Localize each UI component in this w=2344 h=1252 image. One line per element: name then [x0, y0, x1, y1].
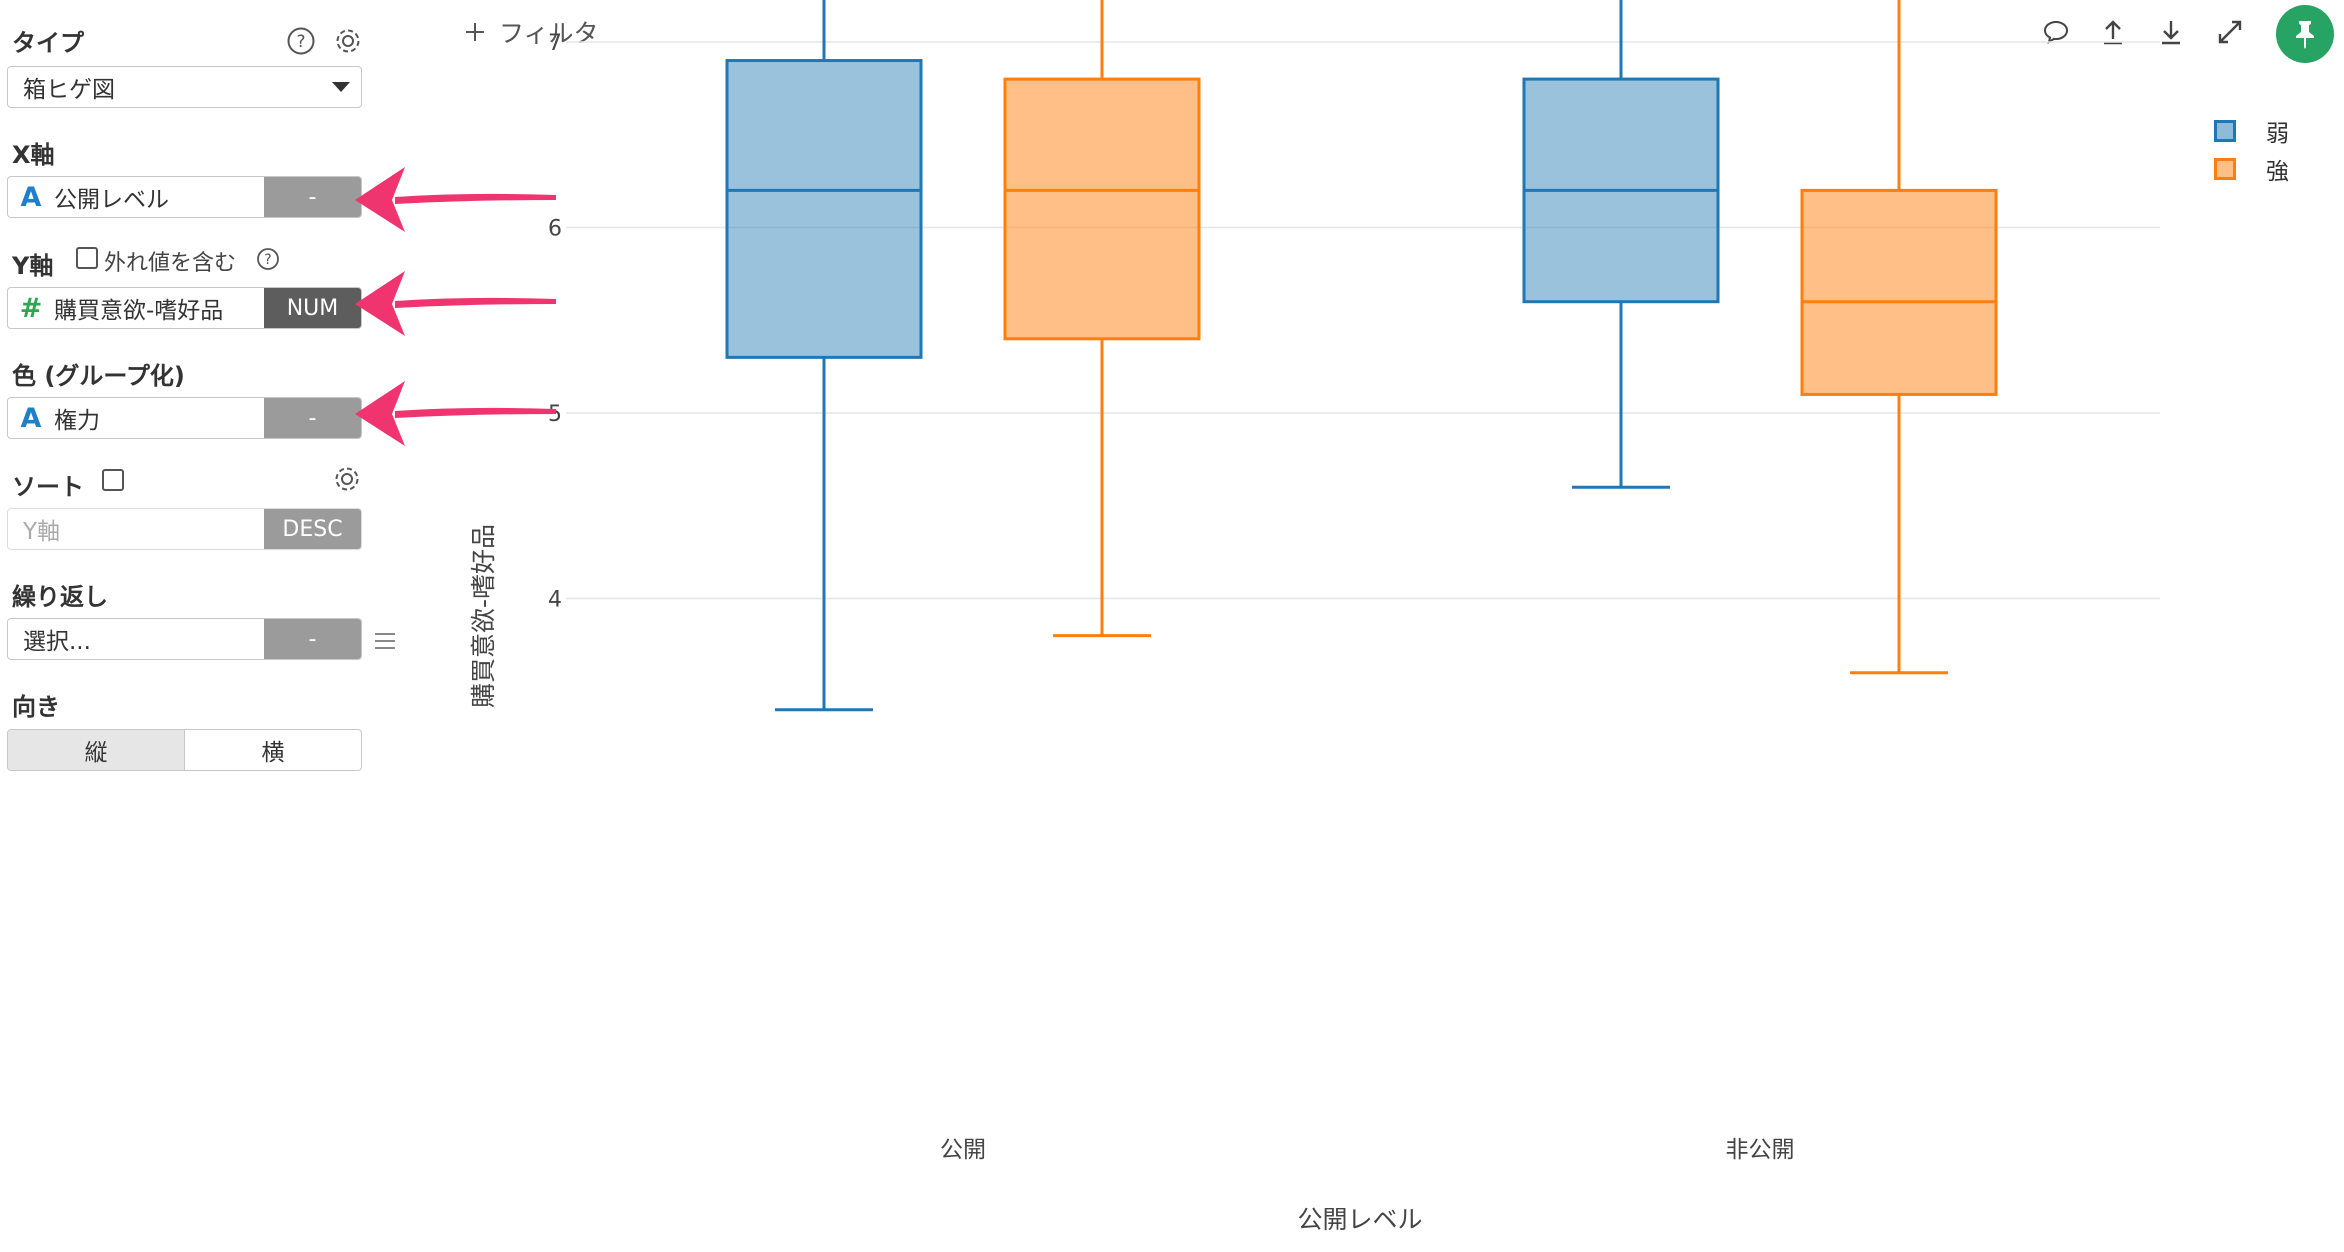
chevron-down-icon — [321, 82, 361, 92]
annotation-arrow-2 — [355, 381, 556, 446]
text-type-icon: A — [20, 402, 42, 434]
iqr-box — [725, 59, 923, 359]
sort-label: ソート — [12, 473, 84, 501]
svg-text:?: ? — [264, 252, 271, 268]
color-field[interactable]: A 権力 - — [7, 397, 362, 439]
color-option-button[interactable]: - — [264, 398, 361, 438]
y-tick-label: 5 — [548, 402, 562, 427]
y-axis-value: 購買意欲-嗜好品 — [54, 298, 224, 324]
annotation-arrow-0 — [355, 167, 556, 232]
legend-swatch — [2214, 120, 2236, 142]
chart-type-value: 箱ヒゲ図 — [23, 77, 115, 103]
sort-placeholder: Y軸 — [23, 519, 61, 545]
arrow-head — [355, 167, 405, 232]
upload-icon[interactable] — [2095, 14, 2131, 50]
chart-legend: 弱 強 — [2214, 112, 2289, 188]
arrow-shaft — [395, 193, 556, 204]
y-axis-title: 購買意欲-嗜好品 — [469, 524, 498, 708]
arrow-shaft — [395, 407, 556, 418]
svg-text:?: ? — [296, 32, 305, 52]
y-axis-label: Y軸 — [12, 252, 54, 280]
expand-icon[interactable] — [2212, 14, 2248, 50]
legend-swatch — [2214, 158, 2236, 180]
y-axis-aggregation-button[interactable]: NUM — [264, 288, 361, 328]
box-0-1 — [1522, 0, 1720, 489]
text-type-icon: A — [20, 181, 42, 213]
repeat-field[interactable]: 選択... - — [7, 618, 362, 660]
legend-label: 強 — [2266, 159, 2289, 185]
x-axis-field[interactable]: A 公開レベル - — [7, 176, 362, 218]
orientation-horizontal-option[interactable]: 横 — [261, 740, 285, 766]
x-axis-title: 公開レベル — [1297, 1205, 1422, 1234]
add-filter-button[interactable]: フィルタ — [465, 14, 599, 50]
arrow-head — [355, 271, 405, 336]
orientation-vertical-option[interactable]: 縦 — [8, 730, 185, 770]
box-1-0 — [1003, 0, 1201, 638]
x-axis-option-button[interactable]: - — [264, 177, 361, 217]
outlier-help-icon[interactable]: ? — [254, 245, 282, 273]
iqr-box — [1800, 188, 1998, 396]
sort-field[interactable]: Y軸 DESC — [7, 508, 362, 550]
chart-type-select[interactable]: 箱ヒゲ図 — [7, 66, 362, 108]
legend-label: 弱 — [2266, 121, 2289, 147]
arrow-shaft — [395, 297, 556, 308]
filter-label: フィルタ — [499, 19, 599, 48]
sort-direction-button[interactable]: DESC — [264, 509, 361, 549]
y-tick-label: 6 — [548, 217, 562, 242]
repeat-value: 選択... — [23, 629, 91, 655]
y-axis-field[interactable]: # 購買意欲-嗜好品 NUM — [7, 287, 362, 329]
arrow-head — [355, 381, 405, 446]
x-axis-label: X軸 — [12, 141, 55, 169]
y-tick-label: 7 — [548, 31, 562, 56]
annotation-arrow-1 — [355, 271, 556, 336]
pin-button[interactable] — [2276, 5, 2334, 63]
iqr-box — [1003, 77, 1201, 341]
legend-item-weak[interactable]: 弱 — [2214, 112, 2289, 150]
number-type-icon: # — [19, 292, 43, 324]
help-icon[interactable]: ? — [284, 24, 318, 58]
menu-icon[interactable] — [372, 628, 398, 654]
x-tick-label: 非公開 — [1726, 1137, 1795, 1163]
gear-icon[interactable] — [331, 24, 365, 58]
plus-icon — [466, 23, 484, 41]
outlier-label: 外れ値を含む — [104, 251, 237, 276]
color-group-label: 色 (グループ化) — [12, 362, 185, 390]
box-0-0 — [725, 0, 923, 712]
repeat-option-button[interactable]: - — [264, 619, 361, 659]
box-1-1 — [1800, 0, 1998, 675]
orientation-label: 向き — [12, 693, 60, 721]
chart-settings-panel: タイプ ? 箱ヒゲ図 X軸 A 公開レベル - Y軸 外れ値を含む ? # 購買… — [0, 0, 395, 1252]
legend-item-strong[interactable]: 強 — [2214, 150, 2289, 188]
color-value: 権力 — [54, 408, 100, 434]
comment-icon[interactable] — [2038, 14, 2074, 50]
sort-checkbox[interactable] — [102, 469, 124, 491]
pin-icon — [2296, 21, 2314, 49]
y-tick-label: 4 — [548, 588, 562, 613]
sort-gear-icon[interactable] — [330, 462, 364, 496]
orientation-toggle[interactable]: 縦 横 — [7, 729, 362, 771]
x-axis-value: 公開レベル — [54, 187, 169, 213]
type-label: タイプ — [12, 29, 84, 57]
outlier-checkbox[interactable] — [76, 247, 98, 269]
repeat-label: 繰り返し — [12, 583, 108, 611]
x-tick-label: 公開 — [940, 1137, 986, 1163]
download-icon[interactable] — [2153, 14, 2189, 50]
